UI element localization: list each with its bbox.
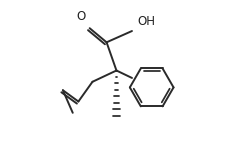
- Text: OH: OH: [138, 15, 156, 28]
- Text: O: O: [77, 10, 86, 23]
